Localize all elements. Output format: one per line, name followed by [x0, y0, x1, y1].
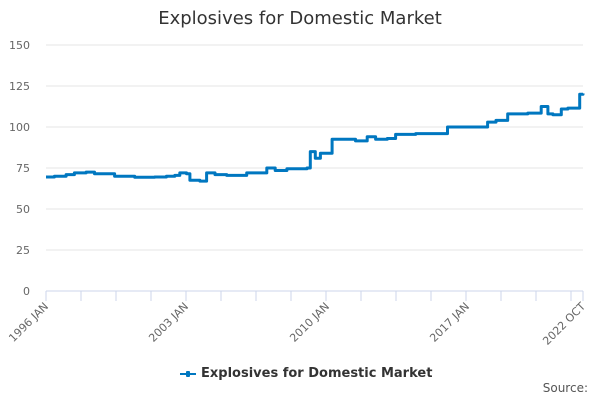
x-tick-label: 2017 JAN: [427, 300, 472, 345]
series-line[interactable]: [46, 92, 585, 183]
legend-item[interactable]: Explosives for Domestic Market: [180, 366, 432, 381]
x-tick-label: 1996 JAN: [6, 300, 51, 345]
source-label: Source:: [542, 381, 588, 395]
y-tick-label: 75: [16, 162, 30, 175]
y-tick-label: 100: [9, 121, 30, 134]
x-tick-label: 2010 JAN: [287, 300, 332, 345]
gridlines: [46, 44, 583, 251]
y-tick-label: 50: [16, 203, 30, 216]
chart-title: Explosives for Domestic Market: [158, 8, 442, 29]
legend-label: Explosives for Domestic Market: [201, 366, 433, 381]
legend-line-icon: [180, 370, 196, 377]
y-tick-label: 0: [23, 285, 30, 298]
x-axis: 1996 JAN 2003 JAN 2010 JAN 2017 JAN 2022 OCT: [6, 290, 588, 348]
y-tick-label: 150: [9, 39, 30, 52]
y-tick-label: 125: [9, 80, 30, 93]
y-tick-label: 25: [16, 244, 30, 257]
y-axis-labels: 0 25 50 75 100 125 150: [9, 39, 30, 298]
x-tick-label: 2022 OCT: [540, 300, 588, 348]
x-tick-label: 2003 JAN: [146, 300, 191, 345]
